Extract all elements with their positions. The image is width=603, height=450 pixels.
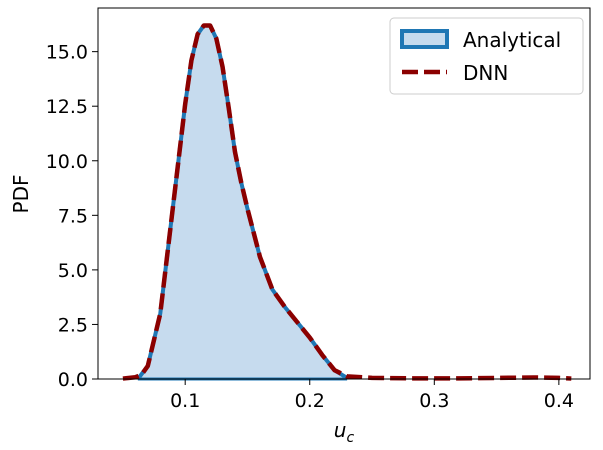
legend-label-analytical: Analytical <box>463 28 561 52</box>
legend: Analytical DNN <box>389 17 584 95</box>
x-tick-label: 0.4 <box>544 390 574 412</box>
plot-frame <box>97 7 591 380</box>
y-tick-label: 12.5 <box>46 96 88 118</box>
x-tick-label: 0.3 <box>419 390 449 412</box>
x-axis: 0.1 0.2 0.3 0.4 <box>170 379 574 412</box>
x-tick-label: 0.2 <box>295 390 325 412</box>
y-tick-label: 10.0 <box>46 151 88 173</box>
legend-swatch-analytical <box>400 29 449 49</box>
legend-label-dnn: DNN <box>463 61 508 85</box>
x-tick-label: 0.1 <box>170 390 200 412</box>
y-axis-label: PDF <box>9 175 33 214</box>
x-axis-label-subscript: c <box>346 430 354 446</box>
y-tick-label: 2.5 <box>58 314 88 336</box>
dnn-line <box>122 23 572 381</box>
x-axis-label: uc <box>334 418 355 446</box>
y-tick-label: 7.5 <box>58 205 88 227</box>
y-axis: 0.0 2.5 5.0 7.5 10.0 12.5 15.0 <box>46 42 98 391</box>
y-tick-label: 5.0 <box>58 260 88 282</box>
analytical-area-fill <box>137 25 348 380</box>
y-tick-label: 15.0 <box>46 42 88 64</box>
y-tick-label: 0.0 <box>58 369 88 391</box>
x-axis-label-main: u <box>334 418 347 442</box>
